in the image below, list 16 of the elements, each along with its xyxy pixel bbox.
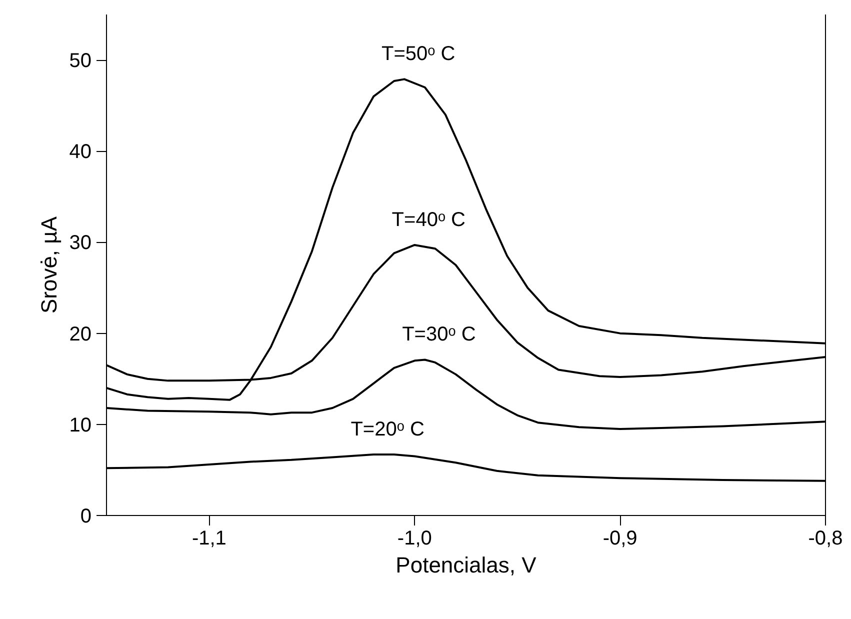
y-tick-label: 50	[69, 50, 92, 72]
x-tick-label: -1,0	[397, 528, 432, 550]
y-tick-label: 30	[69, 232, 92, 254]
x-tick-label: -0,9	[602, 528, 638, 550]
x-tick-label: -0,8	[808, 528, 843, 550]
x-tick-label: -1,1	[192, 528, 226, 550]
annotation: T=40ᵒ C	[392, 208, 466, 231]
y-axis-title: Srovė, µA	[36, 216, 62, 314]
annotation: T=20ᵒ C	[350, 418, 424, 440]
y-tick-label: 10	[69, 414, 92, 436]
x-axis-title: Potencialas, V	[396, 552, 537, 578]
annotation: T=50ᵒ C	[382, 43, 456, 66]
y-tick-label: 20	[69, 323, 92, 346]
annotation: T=30ᵒ C	[402, 324, 476, 346]
y-tick-label: 0	[80, 506, 92, 528]
y-tick-label: 40	[69, 141, 92, 164]
